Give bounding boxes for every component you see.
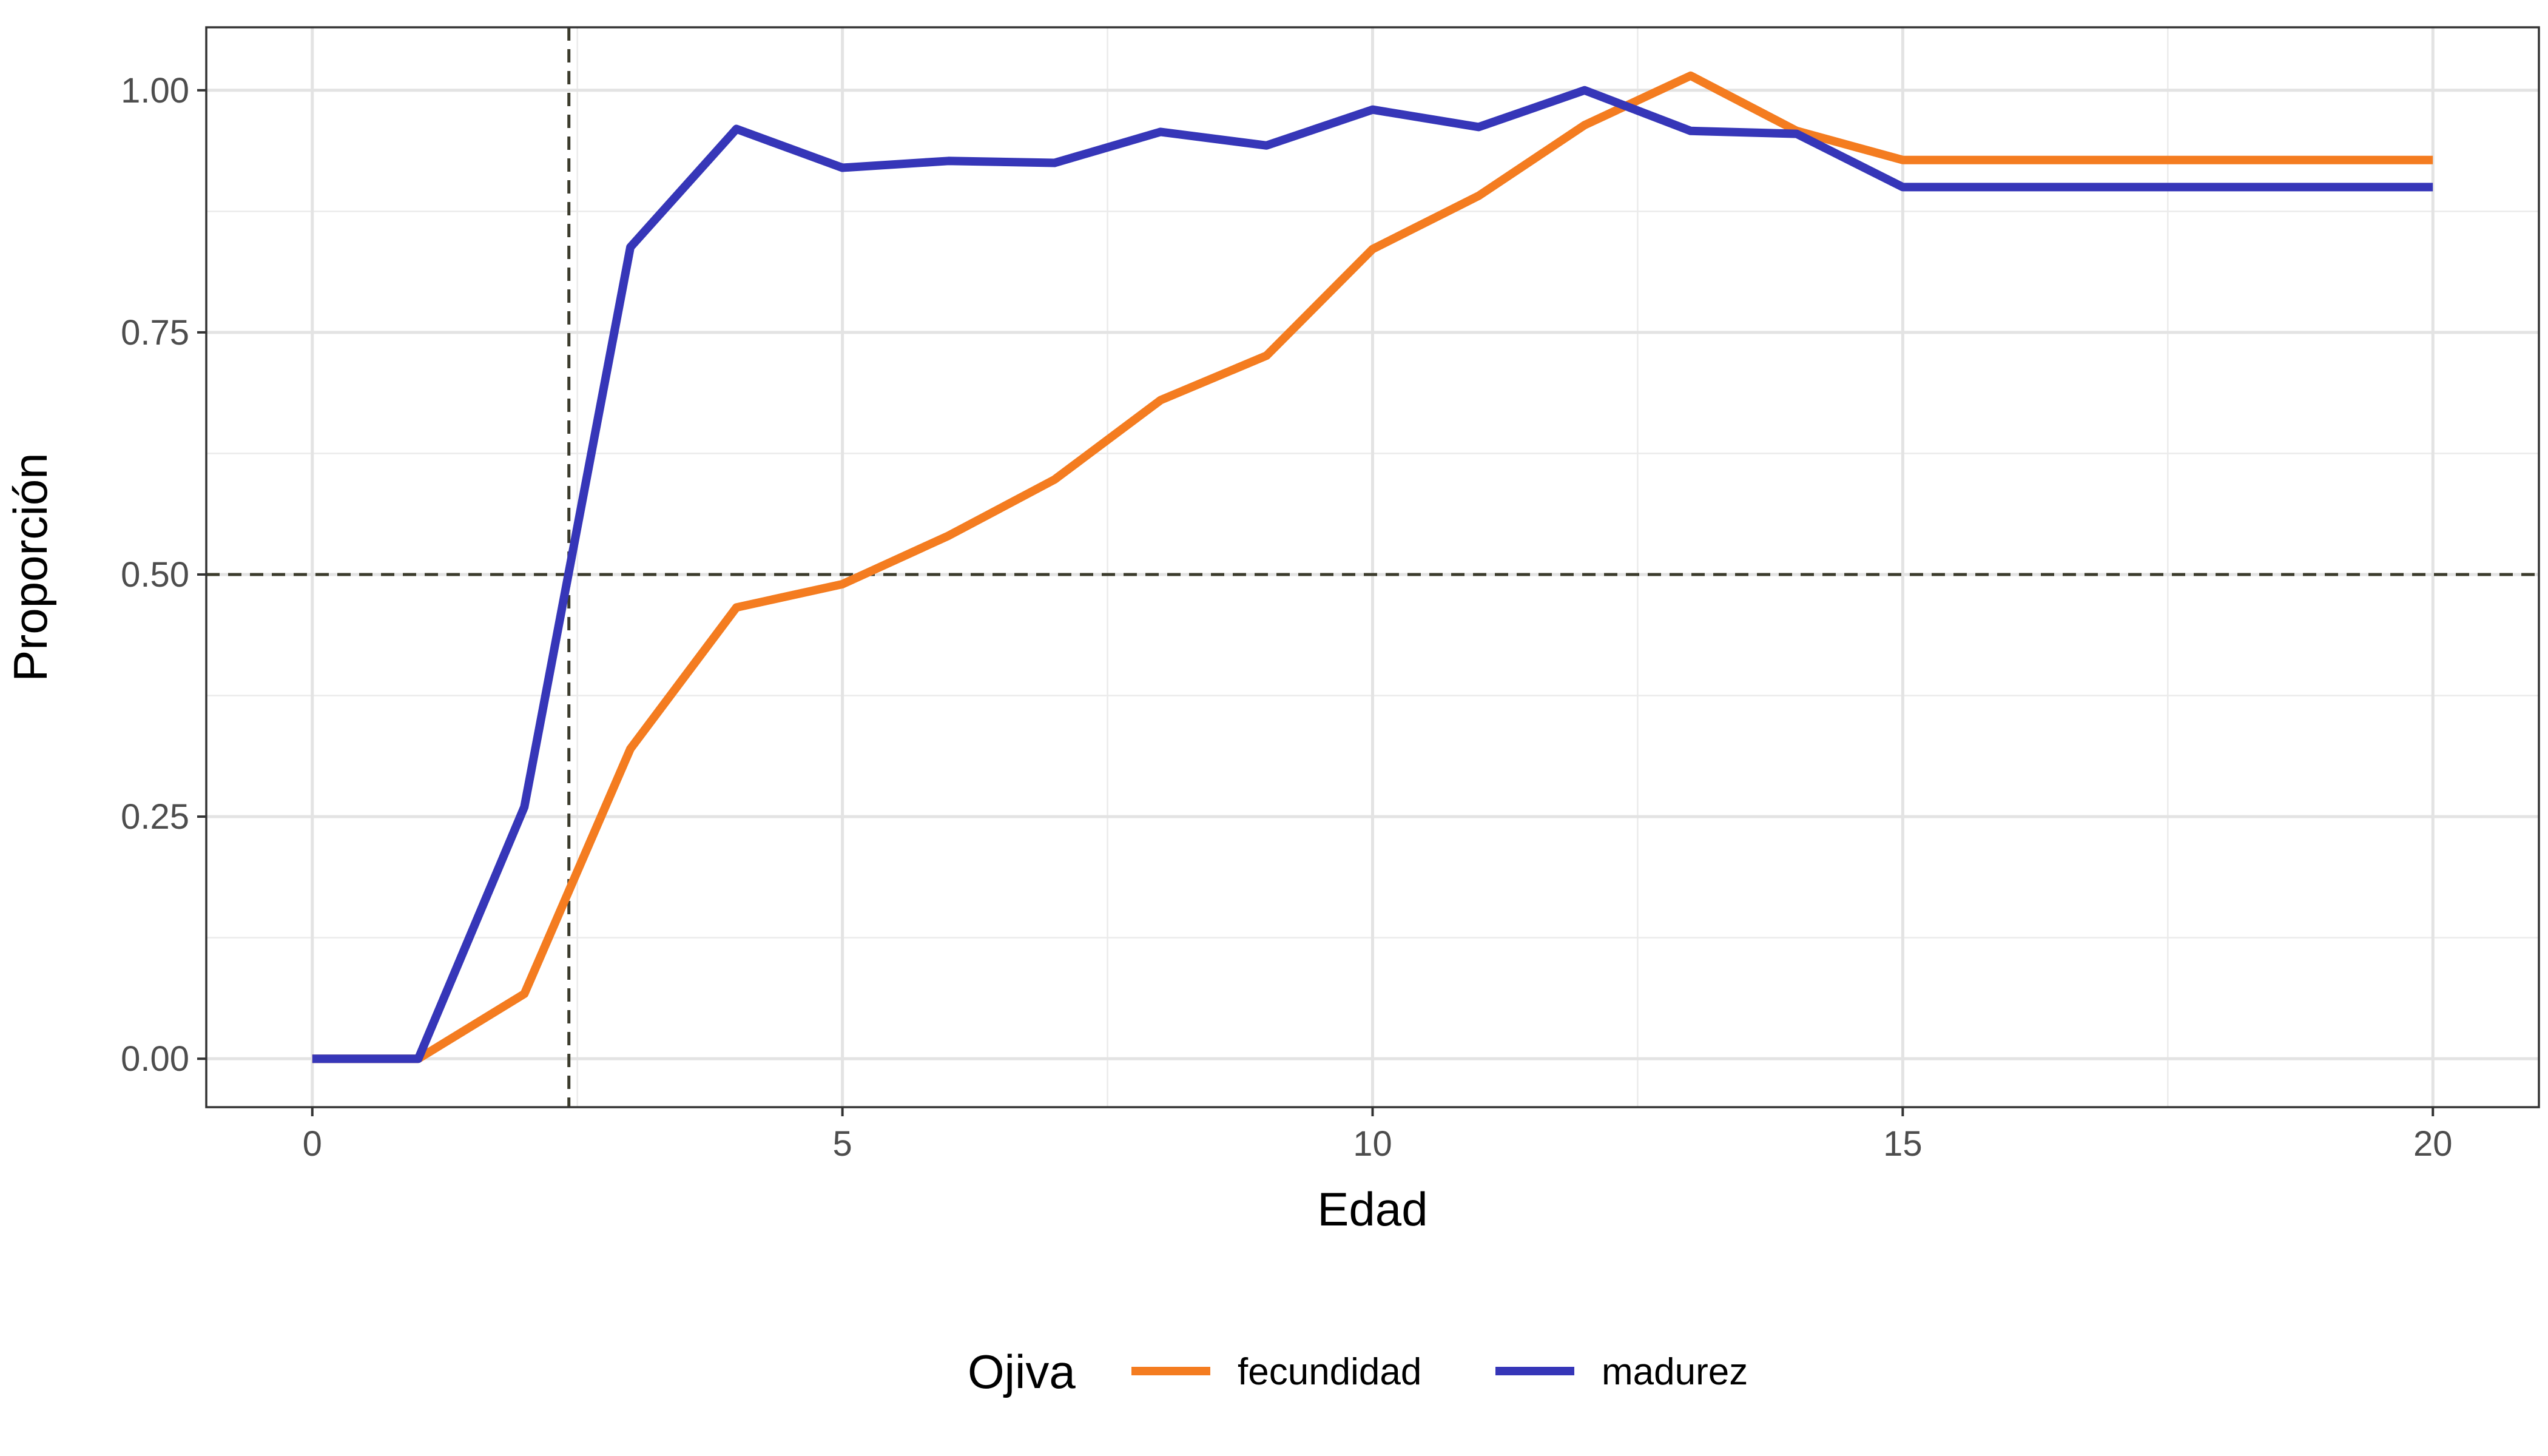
reference-lines (206, 27, 2539, 1107)
x-tick-label: 10 (1353, 1124, 1392, 1164)
legend-title: Ojiva (968, 1345, 1076, 1398)
y-tick-label: 0.75 (121, 313, 189, 352)
y-tick-label: 0.50 (121, 555, 189, 595)
y-tick-label: 1.00 (121, 71, 189, 110)
y-axis-title: Proporción (4, 453, 57, 681)
y-tick-label: 0.00 (121, 1039, 189, 1079)
series-line-madurez (312, 86, 2433, 1063)
x-axis-title: Edad (1317, 1182, 1427, 1236)
y-axis: 0.00 0.25 0.50 0.75 1.00 (121, 71, 206, 1079)
legend: Ojiva fecundidad madurez (968, 1345, 1748, 1398)
x-tick-label: 0 (303, 1124, 322, 1164)
x-tick-label: 20 (2413, 1124, 2453, 1164)
legend-label-fecundidad: fecundidad (1238, 1351, 1421, 1393)
major-gridlines (206, 27, 2539, 1107)
x-tick-label: 5 (833, 1124, 852, 1164)
x-tick-label: 15 (1883, 1124, 1923, 1164)
series-line-fecundidad (312, 71, 2433, 1063)
series-lines (312, 71, 2433, 1063)
y-tick-label: 0.25 (121, 797, 189, 837)
x-axis: 0 5 10 15 20 (303, 1107, 2453, 1164)
legend-label-madurez: madurez (1602, 1351, 1748, 1393)
